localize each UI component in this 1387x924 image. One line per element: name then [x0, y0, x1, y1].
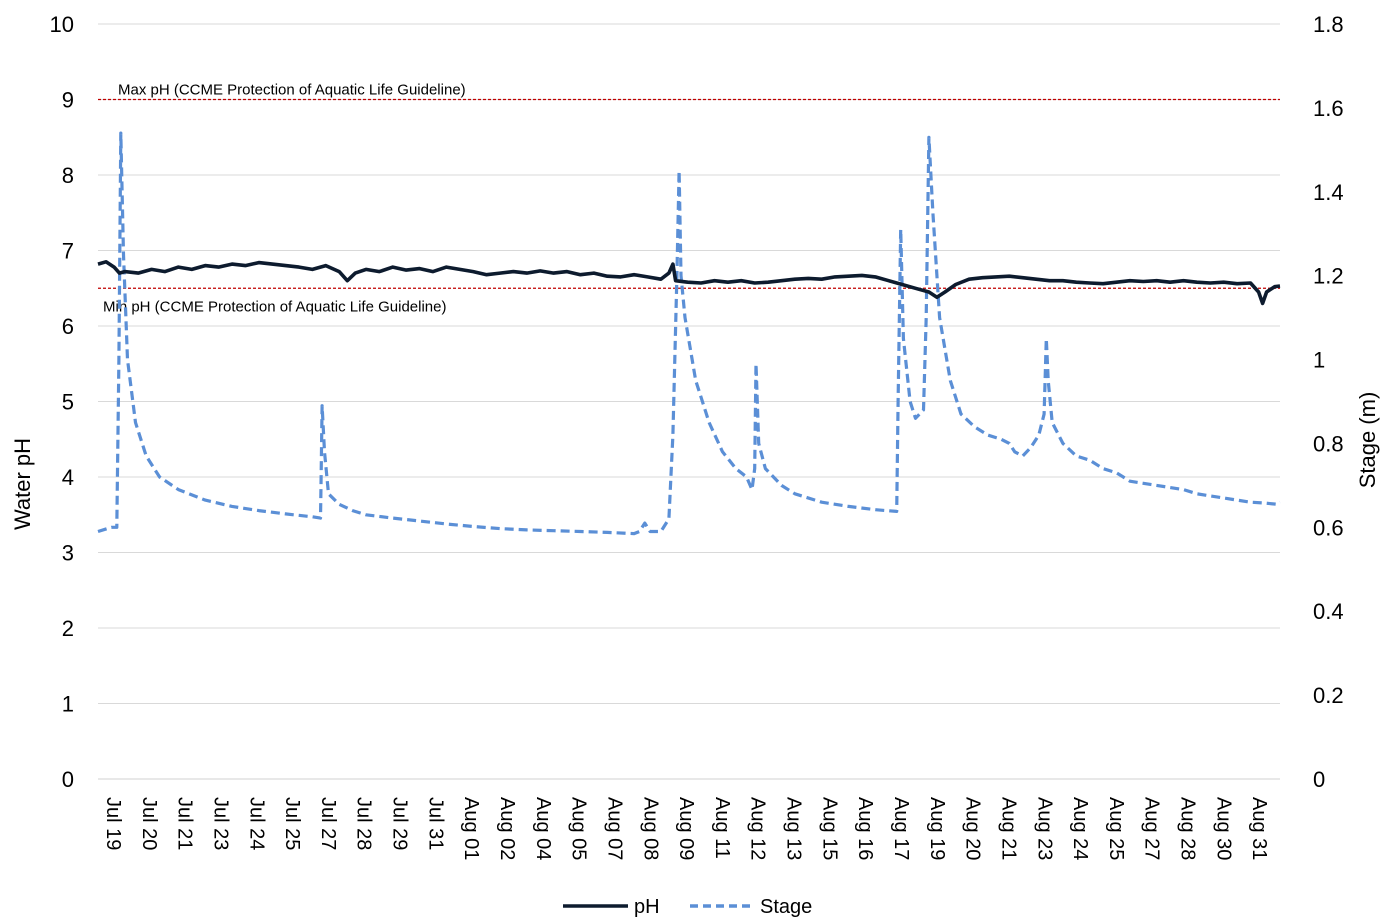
x-tick-label: Jul 20	[138, 797, 160, 850]
y-tick-label: 8	[62, 163, 74, 188]
series-ph-line	[97, 260, 1281, 306]
guideline-label: Min pH (CCME Protection of Aquatic Life …	[103, 298, 446, 315]
x-tick-label: Aug 28	[1177, 797, 1199, 860]
y2-tick-label: 0.4	[1313, 599, 1344, 624]
y2-tick-label: 1.2	[1313, 264, 1344, 289]
x-tick-label: Aug 17	[890, 797, 912, 860]
legend-stage-label: Stage	[760, 896, 812, 918]
y-tick-label: 10	[50, 12, 74, 37]
y-axis-right-ticks: 0 0.2 0.4 0.6 0.8 1 1.2 1.4 1.6 1.8	[1313, 12, 1344, 792]
x-tick-label: Aug 30	[1212, 797, 1234, 860]
y-tick-label: 3	[62, 541, 74, 566]
x-tick-label: Aug 02	[496, 797, 518, 860]
legend: pH Stage	[563, 896, 812, 918]
y2-tick-label: 0.2	[1313, 683, 1344, 708]
y-tick-label: 7	[62, 239, 74, 264]
x-tick-label: Aug 08	[639, 797, 661, 860]
guideline-label: Max pH (CCME Protection of Aquatic Life …	[118, 82, 466, 99]
x-tick-label: Aug 23	[1033, 797, 1055, 860]
x-tick-label: Aug 20	[962, 797, 984, 860]
y2-tick-label: 0.6	[1313, 515, 1344, 540]
x-tick-label: Jul 27	[317, 797, 339, 850]
x-tick-label: Aug 16	[854, 797, 876, 860]
y2-tick-label: 0	[1313, 767, 1325, 792]
y2-tick-label: 1.4	[1313, 180, 1344, 205]
y-tick-label: 0	[62, 767, 74, 792]
x-tick-label: Jul 25	[281, 797, 303, 850]
y-tick-label: 4	[62, 465, 74, 490]
x-tick-label: Aug 15	[818, 797, 840, 860]
x-tick-label: Aug 05	[568, 797, 590, 860]
x-tick-label: Aug 09	[675, 797, 697, 860]
y2-tick-label: 0.8	[1313, 431, 1344, 456]
x-tick-label: Aug 13	[783, 797, 805, 860]
x-axis-ticks: Jul 19 Jul 20 Jul 21 Jul 23 Jul 24 Jul 25 Jul …	[102, 797, 1270, 860]
x-tick-label: Aug 01	[460, 797, 482, 860]
y-axis-right-title: Stage (m)	[1355, 392, 1380, 489]
x-tick-label: Aug 21	[997, 797, 1019, 860]
x-tick-label: Aug 27	[1141, 797, 1163, 860]
x-tick-label: Aug 04	[532, 797, 554, 860]
y-axis-left-title: Water pH	[10, 438, 35, 530]
legend-ph-label: pH	[634, 896, 660, 918]
y-tick-label: 5	[62, 390, 74, 415]
x-tick-label: Aug 25	[1105, 797, 1127, 860]
x-tick-label: Jul 29	[389, 797, 411, 850]
y-tick-label: 2	[62, 616, 74, 641]
x-tick-label: Jul 23	[209, 797, 231, 850]
x-tick-label: Jul 28	[353, 797, 375, 850]
x-tick-label: Jul 21	[174, 797, 196, 850]
x-tick-label: Aug 12	[747, 797, 769, 860]
y-tick-label: 9	[62, 88, 74, 113]
x-tick-label: Jul 31	[424, 797, 446, 850]
x-tick-label: Jul 19	[102, 797, 124, 850]
x-tick-label: Aug 19	[926, 797, 948, 860]
y-tick-label: 6	[62, 314, 74, 339]
x-tick-label: Aug 11	[711, 797, 733, 859]
y2-tick-label: 1.6	[1313, 96, 1344, 121]
series-layer	[97, 131, 1281, 536]
x-tick-label: Aug 31	[1248, 797, 1270, 860]
guideline-layer: Max pH (CCME Protection of Aquatic Life …	[98, 82, 1280, 315]
y-tick-label: 1	[62, 692, 74, 717]
x-tick-label: Jul 24	[245, 797, 267, 850]
y-axis-left-ticks: 0 1 2 3 4 5 6 7 8 9 10	[50, 12, 74, 792]
series-stage-line	[97, 131, 1281, 536]
x-tick-label: Aug 24	[1069, 797, 1091, 860]
gridlines	[98, 23, 1280, 704]
y2-tick-label: 1	[1313, 348, 1325, 373]
y2-tick-label: 1.8	[1313, 12, 1344, 37]
x-tick-label: Aug 07	[603, 797, 625, 860]
